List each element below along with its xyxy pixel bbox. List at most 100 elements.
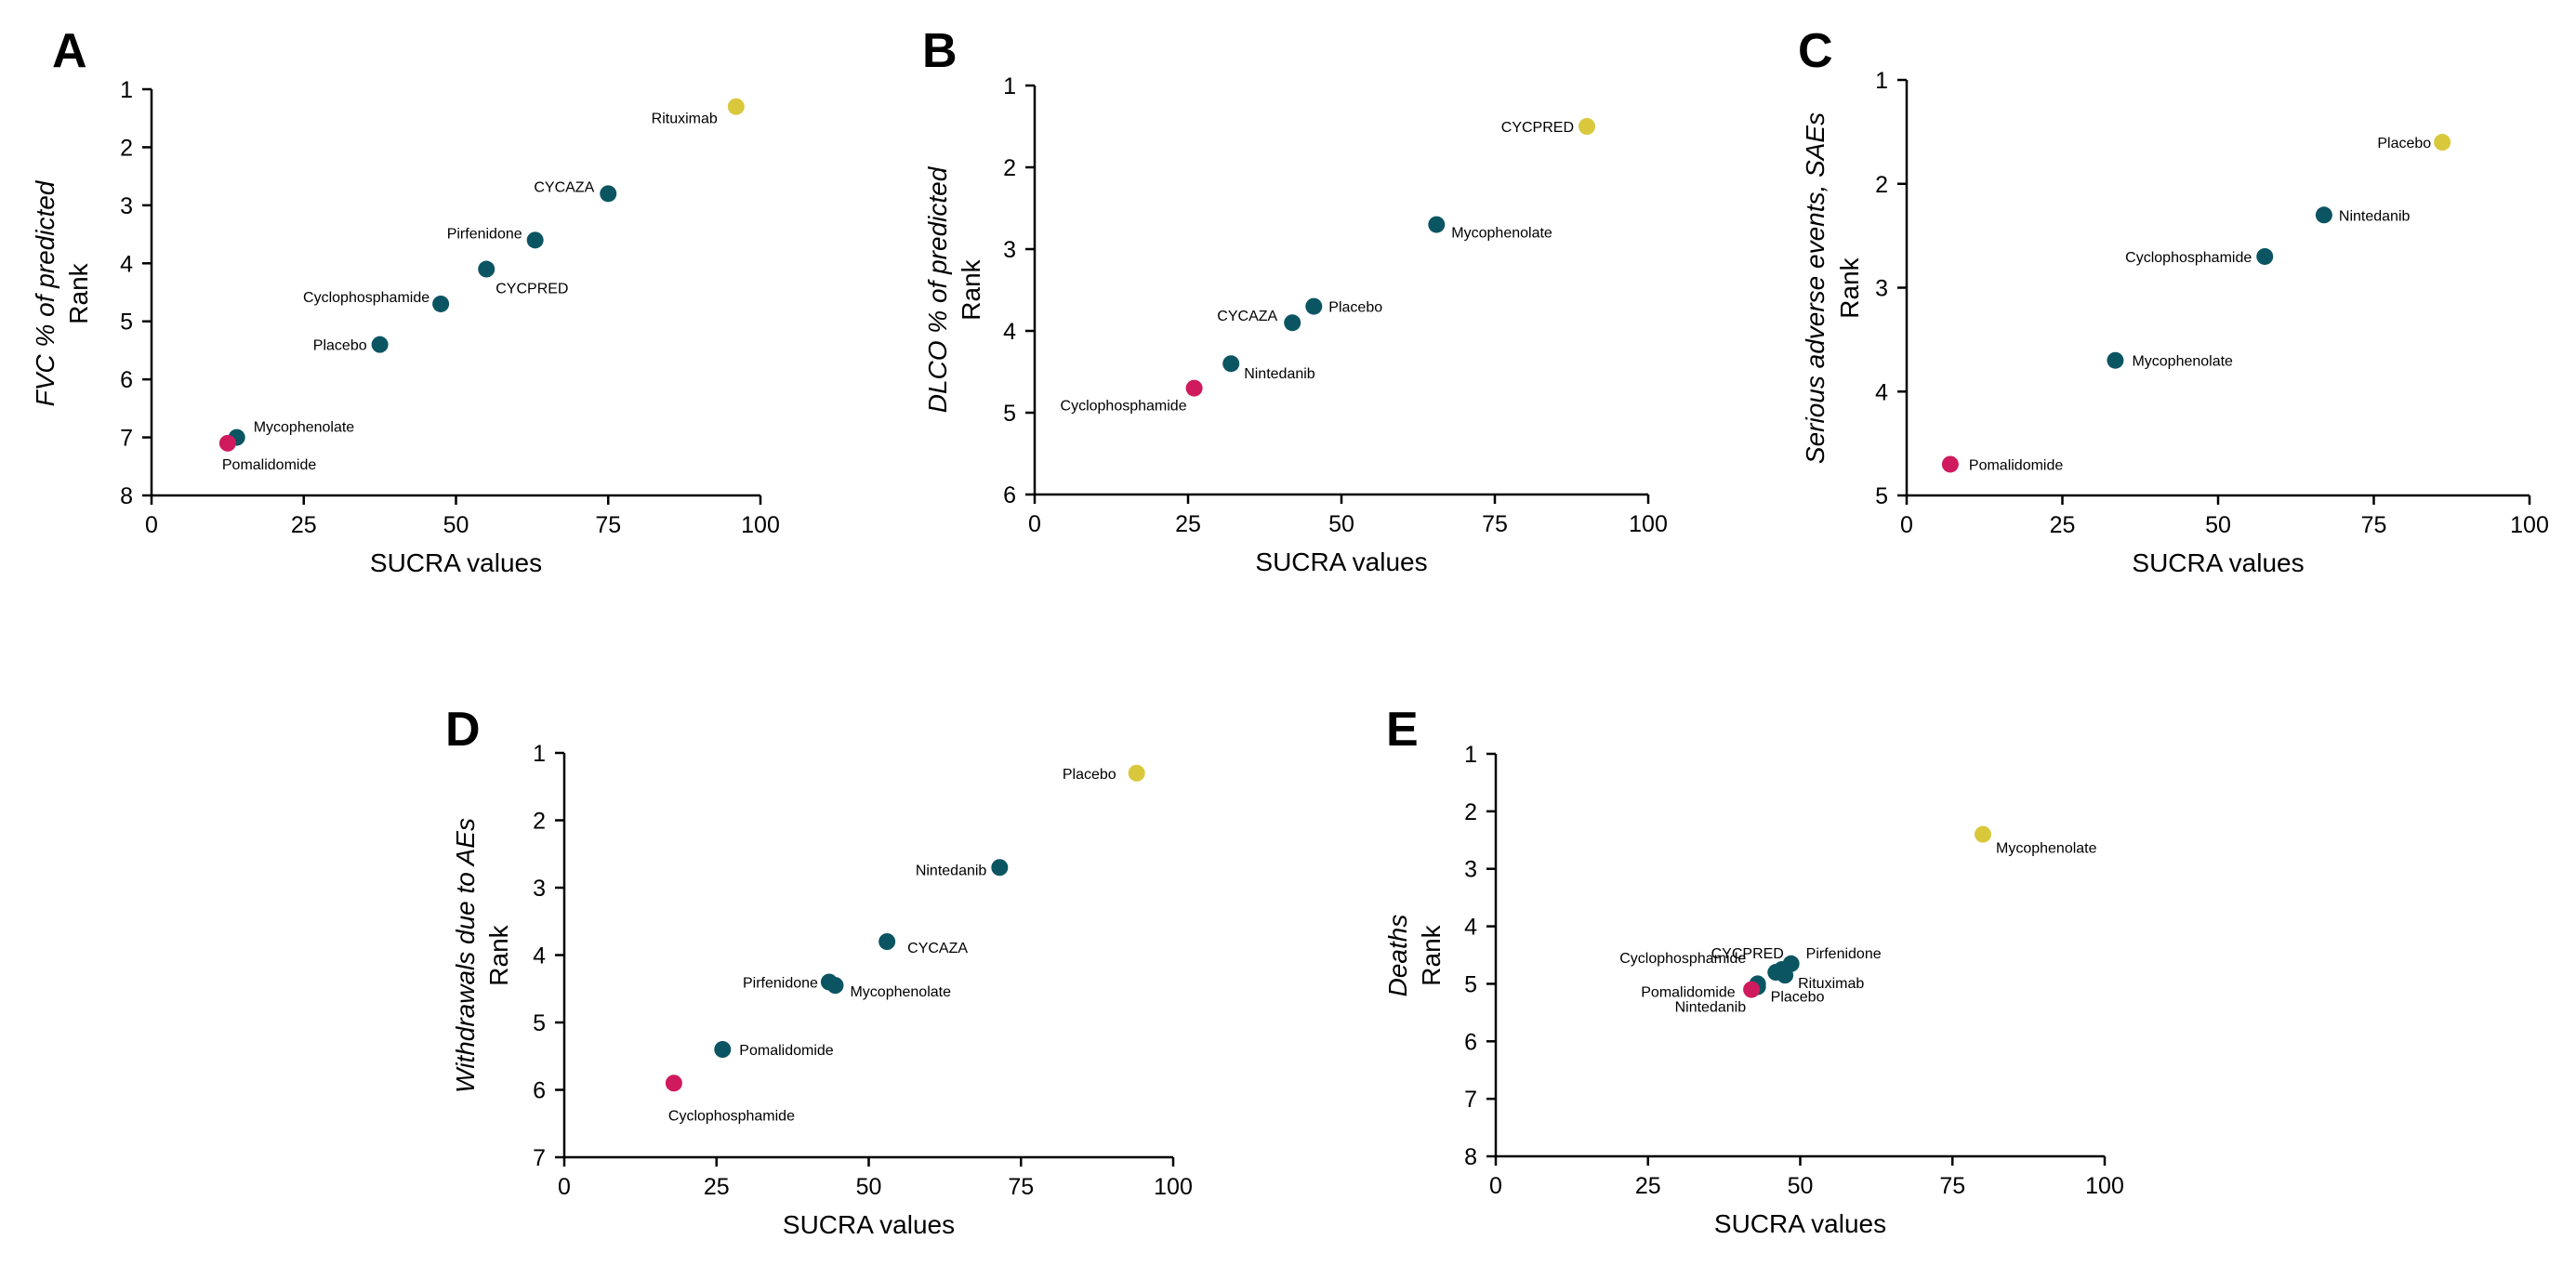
- panel-e-point-label-mycophenolate: Mycophenolate: [1996, 841, 2097, 857]
- panel-e-point-label-pirfenidone: Pirfenidone: [1806, 946, 1882, 962]
- panel-d-y-axis-title: Withdrawals due to AEs: [451, 818, 480, 1093]
- panel-e-y-tick-label: 8: [1464, 1144, 1477, 1170]
- panel-d-x-tick-label: 25: [704, 1174, 730, 1200]
- panel-e-point-label-pomalidomide: Pomalidomide: [1641, 984, 1735, 1000]
- panel-a-y-tick-label: 5: [120, 310, 133, 336]
- panel-d-x-tick-label: 75: [1008, 1174, 1034, 1200]
- panel-c-point-placebo: [2434, 134, 2451, 152]
- panel-a-y-tick-label: 6: [120, 367, 133, 393]
- panel-a-point-label-cycpred: CYCPRED: [495, 282, 568, 297]
- panel-d-point-label-nintedanib: Nintedanib: [916, 863, 987, 878]
- panel-e-x-tick-label: 100: [2085, 1173, 2124, 1199]
- panel-d-y-tick-label: 2: [533, 809, 546, 835]
- panel-b-x-tick-label: 100: [1629, 511, 1668, 537]
- panel-b-y-axis-rank-label: Rank: [957, 258, 985, 320]
- panel-b-point-label-cyclophosphamide: Cyclophosphamide: [1061, 399, 1187, 415]
- panel-d-y-tick-label: 3: [533, 876, 546, 902]
- panel-e: E 0 25 50 75 100 1 2 3 4 5 6 7 8 SUCRA values Deaths Ran…: [1383, 703, 2124, 1238]
- panel-e-y-tick-label: 1: [1464, 742, 1477, 768]
- panel-a-point-label-cyclophosphamide: Cyclophosphamide: [303, 290, 429, 306]
- panel-d-point-cycaza: [878, 933, 896, 950]
- panel-b-point-placebo: [1305, 297, 1323, 315]
- panel-e-point-label-cyclophosphamide: Cyclophosphamide: [1619, 951, 1746, 967]
- panel-c-point-label-cyclophosphamide: Cyclophosphamide: [2125, 250, 2252, 266]
- panel-d: D 0 25 50 75 100 1 2 3 4 5 6 7 SUCRA values Withdrawal…: [445, 703, 1193, 1239]
- panel-c-x-tick-label: 100: [2510, 512, 2549, 538]
- panel-a-point-pomalidomide: [218, 434, 236, 452]
- panel-c-y-axis-rank-label: Rank: [1835, 257, 1864, 318]
- panel-a-x-tick-label: 75: [595, 512, 621, 538]
- panel-c-point-label-placebo: Placebo: [2377, 136, 2431, 152]
- panel-d-point-pomalidomide: [714, 1041, 732, 1058]
- panel-c-point-cyclophosphamide: [2256, 247, 2274, 265]
- panel-d-point-label-cyclophosphamide: Cyclophosphamide: [668, 1108, 795, 1124]
- panel-b-point-label-cycpred: CYCPRED: [1501, 120, 1574, 136]
- panel-d-point-label-pomalidomide: Pomalidomide: [739, 1043, 833, 1059]
- panel-a-letter: A: [52, 24, 87, 78]
- panel-d-point-mycophenolate: [826, 977, 844, 995]
- panel-b-point-cyclophosphamide: [1185, 379, 1203, 397]
- panel-b-y-tick-label: 3: [1003, 237, 1016, 263]
- panel-a-point-rituximab: [727, 98, 745, 115]
- panel-d-point-label-placebo: Placebo: [1063, 767, 1116, 783]
- panel-b-point-mycophenolate: [1428, 216, 1446, 233]
- panel-a-y-tick-label: 8: [120, 483, 133, 509]
- panel-a-y-tick-label: 4: [120, 251, 133, 277]
- panel-c-point-nintedanib: [2315, 206, 2332, 224]
- panel-a-y-tick-label: 3: [120, 193, 133, 219]
- panel-a-y-tick-label: 2: [120, 135, 133, 161]
- panel-e-y-tick-label: 6: [1464, 1029, 1477, 1055]
- panel-b-y-tick-label: 5: [1003, 401, 1016, 427]
- panel-a-y-tick-label: 7: [120, 426, 133, 452]
- panel-a-x-tick-label: 0: [145, 512, 158, 538]
- panel-a-x-tick-label: 100: [741, 512, 780, 538]
- panel-b-x-tick-label: 50: [1328, 511, 1354, 537]
- panel-e-y-tick-label: 4: [1464, 915, 1477, 941]
- panel-c-y-tick-label: 4: [1875, 379, 1888, 405]
- panel-b-point-cycpred: [1579, 118, 1595, 135]
- panel-e-point-mycophenolate: [1975, 825, 1991, 843]
- panel-a-x-tick-label: 25: [291, 512, 317, 538]
- panel-b-point-cycaza: [1284, 314, 1301, 332]
- panel-e-y-tick-label: 3: [1464, 857, 1477, 883]
- panel-b-x-tick-label: 25: [1175, 511, 1201, 537]
- panel-d-point-label-pirfenidone: Pirfenidone: [743, 976, 818, 992]
- panel-e-y-axis-title: Deaths: [1383, 915, 1412, 997]
- panel-c-x-tick-label: 75: [2361, 512, 2387, 538]
- panel-d-point-label-mycophenolate: Mycophenolate: [850, 984, 951, 1000]
- panel-c: C 0 25 50 75 100 1 2 3 4 5 SUCRA values Serious adve…: [1798, 24, 2549, 577]
- panel-e-point-nintedanib: [1743, 981, 1761, 998]
- panel-d-y-tick-label: 6: [533, 1078, 546, 1104]
- panel-e-point-label-cycpred: CYCPRED: [1711, 946, 1784, 962]
- panel-c-x-tick-label: 25: [2050, 512, 2076, 538]
- panel-c-letter: C: [1798, 24, 1833, 78]
- panel-c-point-label-pomalidomide: Pomalidomide: [1969, 457, 2063, 473]
- panel-b-y-tick-label: 2: [1003, 155, 1016, 181]
- panel-c-point-pomalidomide: [1941, 455, 1959, 473]
- panel-d-x-tick-label: 50: [856, 1174, 882, 1200]
- panel-b-x-tick-label: 75: [1482, 511, 1508, 537]
- panel-a-point-placebo: [371, 336, 389, 353]
- panel-e-point-label-nintedanib: Nintedanib: [1675, 1000, 1747, 1016]
- panel-c-x-axis-title: SUCRA values: [2132, 548, 2304, 577]
- panel-d-letter: D: [445, 703, 481, 757]
- panel-b-x-axis-title: SUCRA values: [1255, 547, 1427, 576]
- panel-e-y-axis-rank-label: Rank: [1417, 924, 1446, 985]
- panel-b-y-axis-title: DLCO % of predicted: [923, 165, 952, 413]
- panel-a-x-tick-label: 50: [443, 512, 469, 538]
- panel-b-x-tick-label: 0: [1028, 511, 1041, 537]
- panel-b-y-tick-label: 1: [1003, 73, 1016, 99]
- panel-d-y-axis-rank-label: Rank: [484, 924, 513, 985]
- panel-d-x-tick-label: 0: [558, 1174, 571, 1200]
- panel-a-point-label-cycaza: CYCAZA: [534, 179, 594, 195]
- panel-c-x-tick-label: 0: [1900, 512, 1913, 538]
- panel-b: B 0 25 50 75 100 1 2 3 4 5 6 SUCRA values DLCO % of p…: [922, 24, 1668, 576]
- panel-a-point-pirfenidone: [526, 231, 544, 249]
- panel-e-point-label-rituximab: Rituximab: [1798, 976, 1864, 992]
- panel-e-x-axis-title: SUCRA values: [1714, 1209, 1886, 1238]
- panel-d-x-tick-label: 100: [1154, 1174, 1193, 1200]
- panel-a-point-label-placebo: Placebo: [313, 338, 367, 354]
- panel-d-point-cyclophosphamide: [665, 1075, 682, 1092]
- panel-c-point-mycophenolate: [2107, 351, 2124, 369]
